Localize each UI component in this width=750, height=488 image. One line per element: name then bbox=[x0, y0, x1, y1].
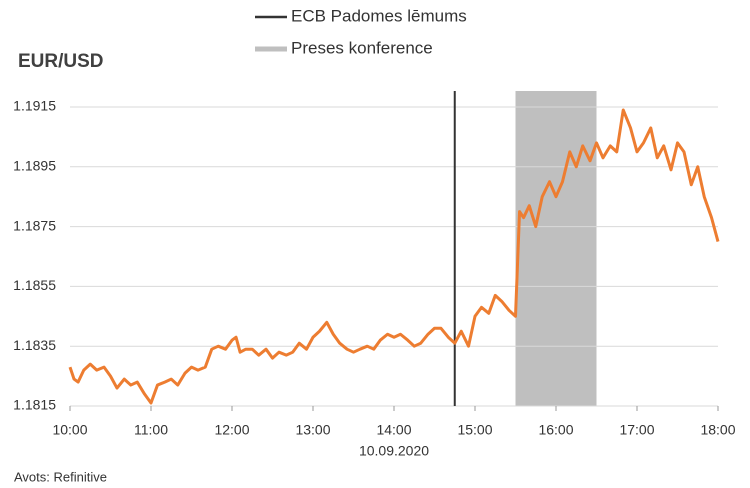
x-tick-label: 10:00 bbox=[52, 422, 87, 438]
x-tick-label: 17:00 bbox=[619, 422, 654, 438]
x-tick-label: 12:00 bbox=[214, 422, 249, 438]
press-band bbox=[515, 91, 597, 406]
y-tick-label: 1.1895 bbox=[13, 158, 56, 174]
x-tick-label: 11:00 bbox=[134, 422, 168, 438]
x-axis-label: 10.09.2020 bbox=[359, 443, 429, 459]
y-tick-label: 1.1855 bbox=[13, 277, 56, 293]
x-tick-label: 18:00 bbox=[700, 422, 735, 438]
y-tick-label: 1.1835 bbox=[13, 337, 56, 353]
chart-title: EUR/USD bbox=[18, 51, 104, 72]
price-line bbox=[68, 108, 720, 405]
y-tick-label: 1.1875 bbox=[13, 217, 56, 233]
legend-label: Preses konference bbox=[291, 38, 433, 57]
y-tick-label: 1.1915 bbox=[13, 98, 56, 114]
x-tick-label: 14:00 bbox=[376, 422, 411, 438]
y-tick-label: 1.1815 bbox=[13, 397, 56, 413]
x-tick-label: 15:00 bbox=[457, 422, 492, 438]
x-tick-label: 13:00 bbox=[295, 422, 330, 438]
source: Avots: Refinitive bbox=[14, 469, 107, 484]
x-tick-label: 16:00 bbox=[538, 422, 573, 438]
legend-label: ECB Padomes lēmums bbox=[291, 6, 467, 25]
